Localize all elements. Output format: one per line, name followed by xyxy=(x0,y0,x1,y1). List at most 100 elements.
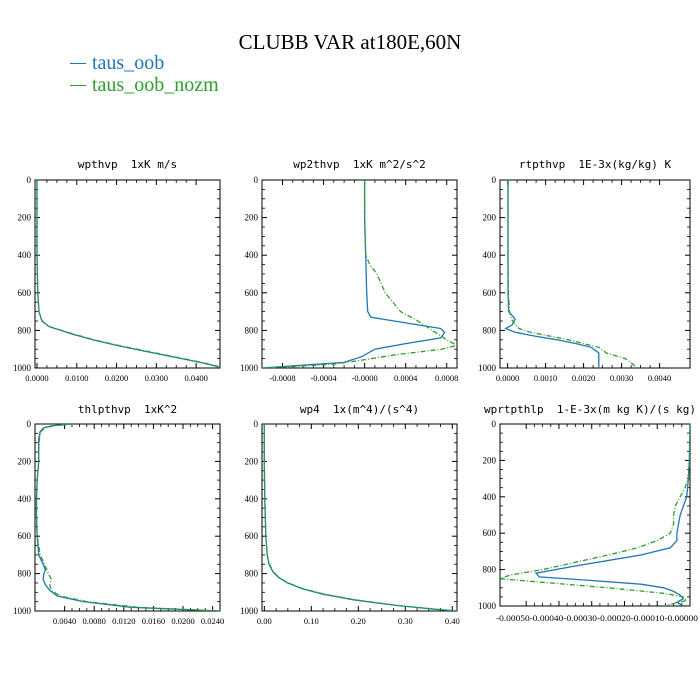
legend-line-icon xyxy=(70,85,86,86)
x-tick-label: 0.0040 xyxy=(648,373,671,383)
x-tick-label: 0.0120 xyxy=(112,616,135,626)
x-tick-label: -0.00050-0.00040-0.00030-0.00020-0.00010… xyxy=(496,614,698,623)
y-tick-label: 200 xyxy=(18,456,32,466)
x-tick-label: 0.0030 xyxy=(610,373,633,383)
series-line-taus_oob_nozm xyxy=(500,424,690,606)
y-tick-label: 0 xyxy=(254,175,259,185)
y-tick-label: 400 xyxy=(245,250,259,260)
x-tick-label: 0.40 xyxy=(445,616,460,626)
figure-title: CLUBB VAR at180E,60N xyxy=(238,30,462,54)
series-line-taus_oob xyxy=(504,180,600,368)
x-tick-label: 0.0000 xyxy=(496,373,519,383)
y-tick-label: 1000 xyxy=(478,363,497,373)
y-tick-label: 0 xyxy=(492,419,497,429)
y-tick-label: 800 xyxy=(245,569,259,579)
y-tick-label: 0 xyxy=(492,175,497,185)
chart-panel: 0 200 400 600 800 1000 0.0040 0.0080 0.0120 0.016… xyxy=(13,419,224,626)
y-tick-label: 400 xyxy=(18,494,32,504)
series-line-taus_oob_nozm xyxy=(36,180,220,368)
series-line-taus_oob xyxy=(36,180,220,368)
x-tick-label: 0.0300 xyxy=(145,373,168,383)
plot-frame xyxy=(499,423,691,607)
y-tick-label: 1000 xyxy=(240,363,259,373)
y-tick-label: 200 xyxy=(245,213,259,223)
legend-label: taus_oob_nozm xyxy=(92,74,219,96)
y-tick-label: 200 xyxy=(483,455,497,465)
y-tick-label: 1000 xyxy=(478,601,497,611)
series-line-taus_oob_nozm xyxy=(262,180,457,368)
y-tick-label: 600 xyxy=(483,288,497,298)
series-line-taus_oob xyxy=(534,424,690,606)
chart-panel: 0 200 400 600 800 1000 -0.0008 -0.0004 -0.0000 0.… xyxy=(240,175,458,383)
x-tick-label: 0.0080 xyxy=(83,616,106,626)
y-tick-label: 200 xyxy=(18,213,32,223)
y-tick-label: 400 xyxy=(483,492,497,502)
plot-frame xyxy=(499,179,691,369)
series-line-taus_oob xyxy=(35,424,220,611)
y-tick-label: 800 xyxy=(245,325,259,335)
y-tick-label: 0 xyxy=(254,419,259,429)
x-tick-label: 0.0400 xyxy=(184,373,207,383)
panel-title: thlpthvp 1xK^2 xyxy=(77,403,178,416)
y-tick-label: 600 xyxy=(245,531,259,541)
y-tick-label: 600 xyxy=(18,531,32,541)
panel-title: wprtpthlp 1-E-3x(m kg K)/(s kg) xyxy=(484,403,696,416)
plot-frame xyxy=(261,423,458,612)
chart-panel: 0 200 400 600 800 1000 -0.00050-0.00040-0.0003… xyxy=(478,419,698,623)
y-tick-label: 800 xyxy=(18,569,32,579)
series-line-taus_oob_nozm xyxy=(35,424,220,611)
panel-title: wp2thvp 1xK m^2/s^2 xyxy=(293,158,426,171)
x-tick-label: 0.20 xyxy=(351,616,366,626)
y-tick-label: 800 xyxy=(483,565,497,575)
x-tick-label: 0.0004 xyxy=(394,373,418,383)
plot-frame xyxy=(34,179,221,369)
x-tick-label: 0.30 xyxy=(398,616,413,626)
legend-label: taus_oob xyxy=(92,52,165,74)
legend-entry-taus-oob-nozm: taus_oob_nozm xyxy=(70,74,219,97)
y-tick-label: 1000 xyxy=(13,363,32,373)
series-line-taus_oob xyxy=(262,180,446,368)
x-tick-label: 0.0010 xyxy=(534,373,557,383)
x-tick-label: 0.0020 xyxy=(572,373,595,383)
x-tick-label: 0.0160 xyxy=(142,616,165,626)
x-tick-label: 0.10 xyxy=(304,616,319,626)
x-tick-label: -0.0008 xyxy=(269,373,295,383)
y-tick-label: 600 xyxy=(18,288,32,298)
y-tick-label: 0 xyxy=(27,419,32,429)
y-tick-label: 1000 xyxy=(240,606,259,616)
y-tick-label: 400 xyxy=(18,250,32,260)
y-tick-label: 600 xyxy=(483,528,497,538)
panel-title: rtpthvp 1E-3x(kg/kg) K xyxy=(518,158,672,171)
x-tick-label: 0.0200 xyxy=(105,373,128,383)
x-tick-label: 0.00 xyxy=(257,616,272,626)
plot-frame xyxy=(34,423,221,612)
y-tick-label: 200 xyxy=(245,456,259,466)
y-tick-label: 0 xyxy=(27,175,32,185)
panel-title: wpthvp 1xK m/s xyxy=(77,158,178,171)
x-tick-label: 0.0000 xyxy=(25,373,48,383)
y-tick-label: 200 xyxy=(483,213,497,223)
y-tick-label: 400 xyxy=(245,494,259,504)
x-tick-label: -0.0000 xyxy=(352,373,378,383)
x-tick-label: 0.0040 xyxy=(53,616,76,626)
y-tick-label: 600 xyxy=(245,288,259,298)
legend-entry-taus-oob: taus_oob xyxy=(70,52,164,75)
y-tick-label: 800 xyxy=(483,325,497,335)
legend-line-icon xyxy=(70,63,86,64)
x-tick-label: 0.0008 xyxy=(435,373,458,383)
series-line-taus_oob xyxy=(263,424,457,611)
x-tick-label: 0.0100 xyxy=(65,373,88,383)
x-tick-label: 0.0240 xyxy=(201,616,224,626)
y-tick-label: 1000 xyxy=(13,606,32,616)
y-tick-label: 800 xyxy=(18,325,32,335)
x-tick-label: -0.0004 xyxy=(310,373,337,383)
x-tick-label: 0.0200 xyxy=(171,616,194,626)
series-line-taus_oob_nozm xyxy=(263,424,457,611)
y-tick-label: 400 xyxy=(483,250,497,260)
series-line-taus_oob_nozm xyxy=(507,180,638,368)
panel-title: wp4 1x(m^4)/(s^4) xyxy=(299,403,420,416)
